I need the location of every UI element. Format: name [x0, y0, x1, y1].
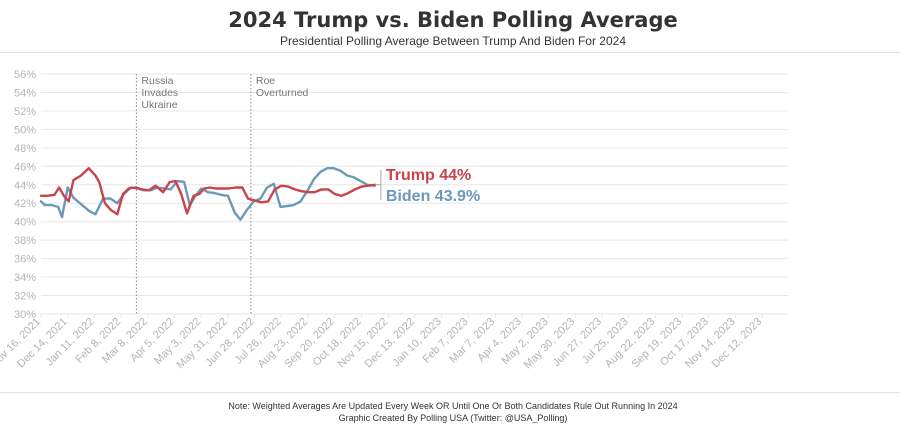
y-tick-label: 46% [14, 161, 36, 173]
footer-note: Note: Weighted Averages Are Updated Ever… [0, 401, 900, 411]
event-label: Ukraine [141, 99, 177, 111]
line-chart: 30%32%34%36%38%40%42%44%46%48%50%52%54%5… [0, 0, 900, 392]
y-tick-label: 36% [14, 254, 36, 266]
y-tick-label: 52% [14, 106, 36, 118]
grid-layer: 30%32%34%36%38%40%42%44%46%48%50%52%54%5… [0, 69, 788, 371]
y-tick-label: 50% [14, 124, 36, 136]
y-tick-label: 40% [14, 217, 36, 229]
footer-credit: Graphic Created By Polling USA (Twitter:… [0, 413, 900, 423]
biden-line [41, 168, 375, 220]
y-tick-label: 54% [14, 87, 36, 99]
y-tick-label: 34% [14, 272, 36, 284]
trump-end-label: Trump 44% [386, 167, 471, 184]
y-tick-label: 42% [14, 198, 36, 210]
series-layer [41, 168, 375, 220]
event-label: Overturned [256, 87, 309, 99]
footer-divider [0, 392, 900, 393]
event-label: Roe [256, 75, 275, 87]
y-tick-label: 32% [14, 291, 36, 303]
event-label: Russia [141, 75, 173, 87]
y-tick-label: 48% [14, 143, 36, 155]
y-tick-label: 44% [14, 180, 36, 192]
biden-end-label: Biden 43.9% [386, 188, 480, 205]
label-layer: Trump 44% Biden 43.9% [375, 167, 480, 205]
y-tick-label: 38% [14, 235, 36, 247]
y-tick-label: 56% [14, 69, 36, 81]
event-label: Invades [141, 87, 178, 99]
